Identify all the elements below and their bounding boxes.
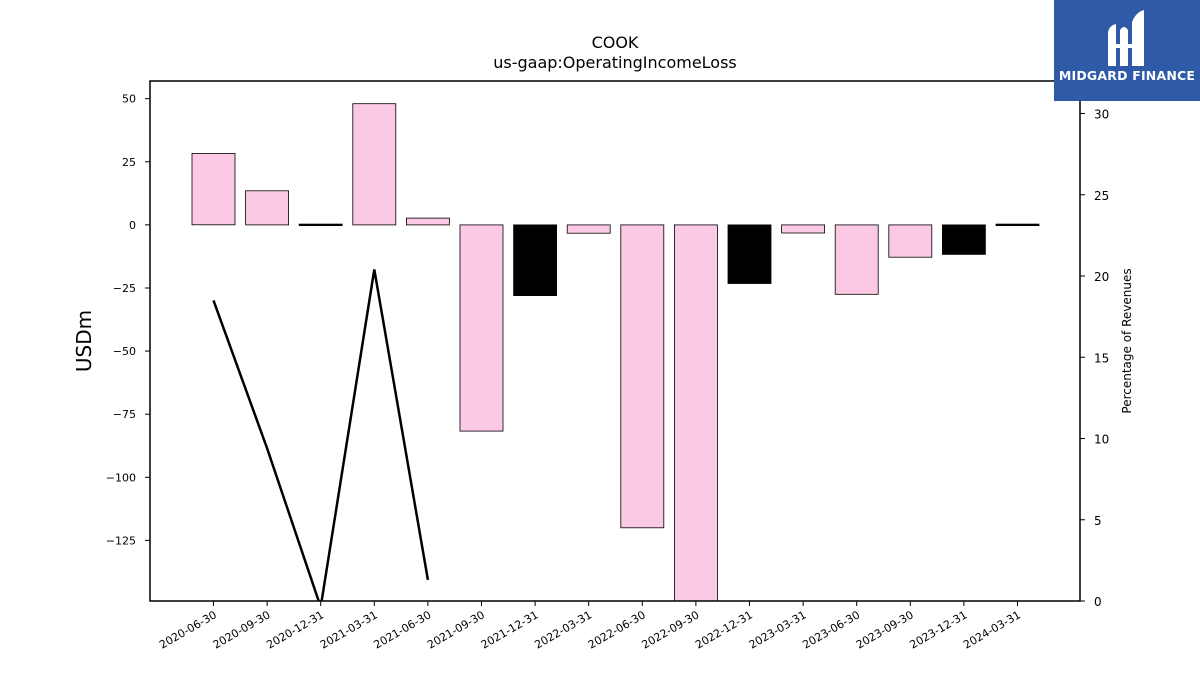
bar-2022-09-30	[674, 224, 718, 602]
bar-2023-06-30	[834, 224, 879, 295]
y-tick-label: −25	[113, 282, 136, 295]
bar-2021-09-30	[459, 224, 504, 432]
bar-2020-06-30	[191, 152, 236, 226]
y2-tick-label: 0	[1094, 595, 1102, 609]
bar-2021-06-30	[405, 217, 450, 226]
x-tick-label: 2023-09-30	[854, 608, 916, 651]
y-tick-label: −125	[106, 534, 136, 547]
bar-2021-03-31	[352, 103, 397, 226]
x-tick-label: 2021-03-31	[318, 608, 380, 651]
x-tick-label: 2023-12-31	[908, 608, 970, 651]
bar-2022-12-31	[727, 224, 772, 284]
logo-text: MIDGARD FINANCE	[1058, 68, 1196, 83]
bar-2023-09-30	[888, 224, 933, 258]
bar-2023-03-31	[781, 224, 825, 234]
x-tick-label: 2022-09-30	[640, 608, 702, 651]
y2-axis-label: Percentage of Revenues	[1120, 268, 1134, 413]
bar-2020-09-30	[245, 190, 290, 226]
x-tick-label: 2020-06-30	[157, 608, 219, 651]
bar-2024-03-31	[995, 223, 1040, 227]
bar-2022-06-30	[620, 224, 665, 529]
line-layer	[212, 269, 430, 601]
x-tick-label: 2024-03-31	[961, 608, 1023, 651]
x-tick-label: 2022-03-31	[532, 608, 594, 651]
y-tick-label: 0	[129, 219, 136, 232]
x-axis: 2020-06-302020-09-302020-12-312021-03-31…	[157, 601, 1023, 652]
chart-title: COOK	[592, 33, 639, 52]
y2-tick-label: 25	[1094, 189, 1109, 203]
y2-tick-label: 15	[1094, 351, 1109, 365]
right-y-axis: 0 5 10 15 20 25 30	[1080, 108, 1109, 609]
x-tick-label: 2021-09-30	[425, 608, 487, 651]
x-tick-label: 2021-06-30	[372, 608, 434, 651]
y2-tick-label: 20	[1094, 270, 1109, 284]
y-tick-label: 25	[122, 156, 136, 169]
y2-tick-label: 5	[1094, 514, 1102, 528]
chart-subtitle: us-gaap:OperatingIncomeLoss	[493, 53, 737, 72]
x-tick-label: 2020-12-31	[264, 608, 326, 651]
bar-2023-12-31	[942, 224, 986, 255]
x-tick-label: 2022-06-30	[586, 608, 648, 651]
left-y-axis: 50 25 0 −25 −50 −75 −100 −125	[106, 93, 150, 547]
y-tick-label: −100	[106, 471, 136, 484]
x-tick-label: 2023-06-30	[800, 608, 862, 651]
y-tick-label: 50	[122, 93, 136, 106]
plot-frame	[149, 80, 1081, 602]
y-tick-label: −75	[113, 408, 136, 421]
x-tick-label: 2021-12-31	[479, 608, 541, 651]
y-axis-label: USDm	[72, 310, 96, 372]
midgard-finance-logo: MIDGARD FINANCE	[1054, 0, 1200, 101]
percentage-line	[212, 269, 430, 601]
bar-2022-03-31	[566, 224, 611, 234]
midgard-logo-mark-icon	[1108, 10, 1144, 66]
y2-tick-label: 10	[1094, 433, 1109, 447]
bar-2021-12-31	[513, 224, 557, 296]
bars-layer	[191, 103, 1040, 602]
y-tick-label: −50	[113, 345, 136, 358]
x-tick-label: 2020-09-30	[211, 608, 273, 651]
y2-tick-label: 30	[1094, 108, 1109, 122]
x-tick-label: 2022-12-31	[693, 608, 755, 651]
bar-2020-12-31	[298, 223, 343, 227]
x-tick-label: 2023-03-31	[747, 608, 809, 651]
